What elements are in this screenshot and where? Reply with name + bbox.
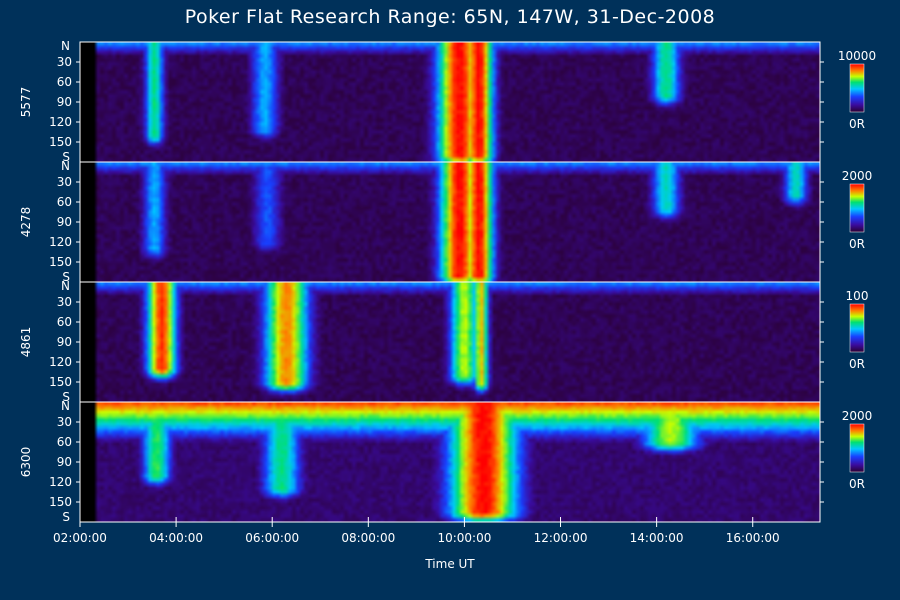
panel-4278: N S 30 60 90 120 150 4278 2000 0R [19,159,872,284]
y-axis-label-n: N [61,159,70,173]
x-tick-label: 08:00:00 [341,531,395,545]
x-tick-label: 04:00:00 [149,531,203,545]
y-tick-label: 150 [49,495,72,509]
y-axis-label-s: S [62,390,70,404]
colorbar [849,423,865,473]
colorbar [849,183,865,233]
colorbar-min-label: 0R [849,237,865,251]
y-tick-label: 30 [57,295,72,309]
y-tick-label: 60 [57,75,72,89]
y-tick-label: 120 [49,355,72,369]
y-tick-label: 90 [57,455,72,469]
y-tick-label: 120 [49,235,72,249]
y-tick-label: 120 [49,115,72,129]
y-tick-label: 120 [49,475,72,489]
panel-heatmap [80,162,820,282]
x-tick-label: 02:00:00 [53,531,107,545]
y-axis-label-n: N [61,279,70,293]
x-tick-label: 12:00:00 [534,531,588,545]
x-tick-label: 10:00:00 [437,531,491,545]
y-axis-label-n: N [61,399,70,413]
colorbar-max-label: 10000 [838,49,876,63]
y-axis-label-s: S [62,270,70,284]
colorbar-min-label: 0R [849,117,865,131]
colorbar-min-label: 0R [849,477,865,491]
wavelength-label: 6300 [19,447,33,478]
y-tick-label: 150 [49,255,72,269]
y-tick-label: 30 [57,175,72,189]
y-axis-label-s: S [62,510,70,524]
colorbar-max-label: 2000 [842,409,873,423]
x-tick-label: 14:00:00 [630,531,684,545]
x-tick-label: 16:00:00 [726,531,780,545]
colorbar-max-label: 100 [846,289,869,303]
y-axis-label-s: S [62,150,70,164]
panel-heatmap [80,282,820,402]
y-tick-label: 30 [57,55,72,69]
colorbar [849,303,865,353]
y-tick-label: 30 [57,415,72,429]
y-tick-label: 60 [57,315,72,329]
panel-heatmap [80,42,820,162]
y-tick-label: 60 [57,195,72,209]
colorbar [849,63,865,113]
y-tick-label: 90 [57,215,72,229]
wavelength-label: 4278 [19,207,33,238]
wavelength-label: 5577 [19,87,33,118]
colorbar-max-label: 2000 [842,169,873,183]
y-tick-label: 150 [49,135,72,149]
y-tick-label: 60 [57,435,72,449]
chart-title: Poker Flat Research Range: 65N, 147W, 31… [184,6,716,28]
colorbar-min-label: 0R [849,357,865,371]
x-tick-label: 06:00:00 [245,531,299,545]
panel-4861: N S 30 60 90 120 150 4861 100 0R [19,279,868,404]
panel-6300: N S 30 60 90 120 150 6300 2000 0R [19,399,872,524]
y-tick-label: 90 [57,335,72,349]
panel-heatmap [80,402,820,522]
wavelength-label: 4861 [19,327,33,358]
y-tick-label: 90 [57,95,72,109]
y-tick-label: 150 [49,375,72,389]
x-axis-label: Time UT [424,557,475,571]
y-axis-label-n: N [61,39,70,53]
panel-5577: N S 30 60 90 120 150 5577 10000 0R [19,39,876,164]
